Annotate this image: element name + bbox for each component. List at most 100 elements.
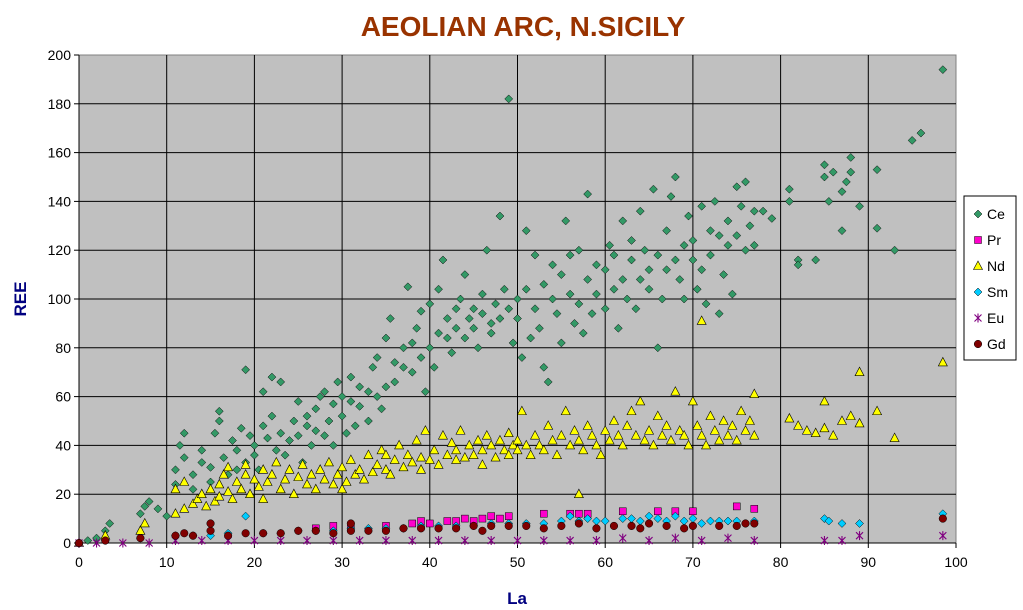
- point-ce: [333, 377, 343, 387]
- point-nd: [709, 425, 720, 435]
- point-nd: [188, 498, 199, 508]
- point-ce: [328, 399, 338, 409]
- point-ce: [736, 201, 746, 211]
- point-nd: [499, 444, 510, 455]
- point-ce: [364, 387, 373, 397]
- point-nd: [727, 420, 738, 430]
- point-ce: [328, 441, 338, 450]
- legend-marker-eu: [974, 313, 982, 323]
- point-ce: [311, 404, 321, 414]
- point-ce: [600, 304, 610, 314]
- point-eu: [329, 536, 338, 546]
- point-eu: [145, 538, 154, 548]
- point-ce: [276, 428, 286, 438]
- point-ce: [162, 511, 172, 521]
- point-eu: [697, 536, 706, 546]
- point-pr: [733, 502, 741, 511]
- point-nd: [310, 483, 321, 494]
- point-nd: [534, 439, 545, 450]
- point-nd: [411, 434, 422, 445]
- y-tick-label: 120: [48, 242, 72, 258]
- point-ce: [464, 314, 474, 323]
- point-ce: [302, 411, 312, 421]
- y-tick-label: 100: [48, 291, 72, 307]
- point-ce: [640, 245, 650, 255]
- point-ce: [478, 309, 487, 318]
- point-nd: [665, 434, 676, 445]
- point-nd: [359, 473, 370, 484]
- point-pr: [654, 507, 662, 516]
- point-gd: [276, 529, 285, 538]
- point-nd: [836, 415, 847, 425]
- point-ce: [583, 275, 593, 284]
- point-ce: [342, 428, 351, 438]
- point-ce: [767, 214, 777, 223]
- point-ce: [144, 497, 154, 506]
- point-gd: [101, 536, 110, 545]
- point-ce: [513, 314, 522, 323]
- point-ce: [649, 184, 658, 194]
- point-nd: [385, 469, 396, 479]
- point-nd: [740, 425, 751, 435]
- point-pr: [750, 505, 759, 513]
- gridlines: [79, 55, 956, 543]
- point-nd: [696, 429, 707, 440]
- y-tick-label: 40: [55, 437, 71, 453]
- y-tick-label: 160: [48, 145, 72, 161]
- point-nd: [201, 500, 212, 511]
- point-eu: [408, 536, 417, 546]
- point-nd: [547, 434, 558, 445]
- point-ce: [653, 343, 663, 353]
- point-gd: [715, 521, 724, 530]
- point-ce: [171, 465, 180, 475]
- point-eu: [487, 536, 496, 546]
- point-ce: [403, 282, 413, 292]
- point-nd: [372, 459, 383, 469]
- point-nd: [218, 469, 229, 479]
- point-sm: [824, 516, 834, 526]
- point-ce: [837, 226, 847, 236]
- point-ce: [622, 294, 632, 304]
- point-nd: [407, 456, 418, 467]
- point-nd: [582, 420, 593, 430]
- point-ce: [513, 294, 522, 304]
- point-ce: [346, 397, 356, 406]
- point-nd: [288, 488, 299, 499]
- point-sm: [241, 511, 250, 521]
- point-ce: [714, 309, 724, 318]
- legend-item-sm: Sm: [973, 284, 1008, 300]
- x-tick-label: 20: [247, 554, 263, 570]
- point-ce: [758, 206, 768, 216]
- point-pr: [618, 507, 627, 516]
- point-ce: [364, 416, 373, 426]
- point-eu: [92, 538, 101, 548]
- point-nd: [661, 420, 672, 430]
- point-ce: [614, 323, 623, 333]
- point-ce: [618, 275, 628, 284]
- point-nd: [473, 434, 484, 445]
- point-ce: [697, 265, 707, 275]
- point-ce: [785, 184, 794, 194]
- point-gd: [416, 524, 426, 533]
- point-ce: [478, 289, 487, 299]
- point-ce: [679, 294, 689, 304]
- point-ce: [671, 255, 680, 265]
- point-nd: [512, 434, 523, 445]
- point-gd: [74, 538, 84, 548]
- point-ce: [258, 421, 268, 431]
- point-nd: [670, 386, 681, 396]
- point-ce: [732, 182, 742, 192]
- point-eu: [434, 536, 443, 546]
- point-ce: [701, 299, 711, 309]
- legend-item-nd: Nd: [973, 258, 1005, 274]
- point-ce: [175, 441, 185, 450]
- point-eu: [197, 536, 206, 546]
- point-nd: [416, 451, 427, 462]
- point-ce: [745, 221, 755, 231]
- point-eu: [750, 536, 759, 546]
- point-ce: [592, 260, 601, 270]
- point-ce: [491, 299, 500, 309]
- point-sm: [837, 519, 847, 528]
- point-nd: [179, 476, 190, 486]
- point-ce: [473, 343, 483, 353]
